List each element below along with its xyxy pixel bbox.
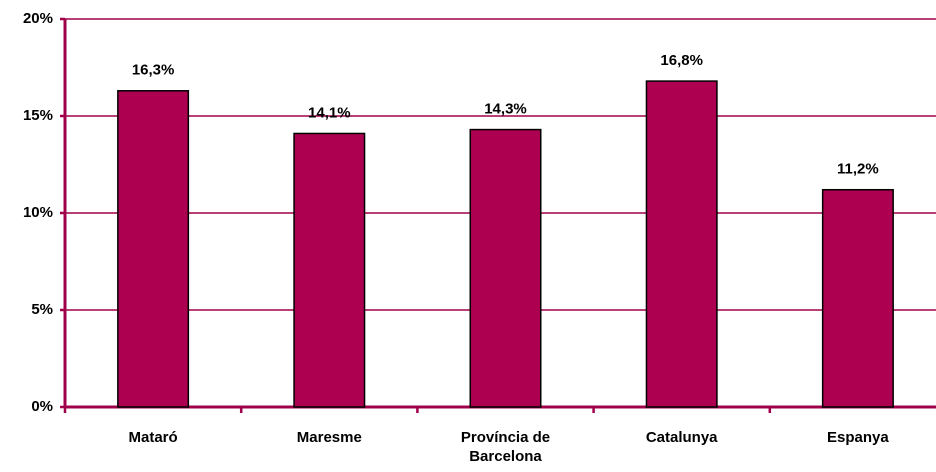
- y-tick-label: 5%: [31, 301, 53, 318]
- bar: [469, 128, 542, 408]
- data-label: 14,1%: [308, 104, 351, 121]
- data-label: 14,3%: [484, 101, 527, 118]
- y-tick-label: 15%: [23, 107, 53, 124]
- y-tick-label: 10%: [23, 204, 53, 221]
- y-tick-label: 0%: [31, 398, 53, 415]
- x-tick-label: Província de Barcelona: [460, 429, 551, 465]
- x-tick-label: Maresme: [296, 429, 362, 446]
- bar: [293, 132, 366, 408]
- bar: [117, 90, 190, 408]
- y-tick-label: 20%: [23, 10, 53, 27]
- bar: [645, 80, 718, 408]
- data-label: 11,2%: [837, 161, 879, 178]
- x-tick-label: Espanya: [827, 429, 889, 446]
- data-label: 16,8%: [660, 52, 703, 69]
- data-label: 16,3%: [132, 62, 175, 79]
- bar: [821, 188, 894, 408]
- x-tick-label: Mataró: [128, 429, 178, 446]
- x-tick-label: Catalunya: [645, 429, 718, 446]
